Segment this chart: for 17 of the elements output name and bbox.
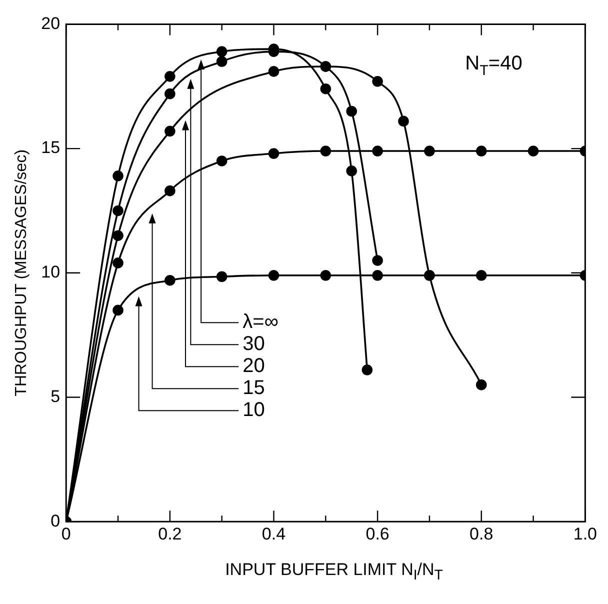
annotation: λ=∞ [242,311,279,334]
y-tick-label: 15 [41,138,60,158]
annotation: 30 [242,333,265,356]
y-tick-label: 5 [50,386,60,406]
y-tick-label: 10 [41,262,60,282]
x-tick-label: 0.2 [158,524,182,544]
y-tick-label: 20 [41,14,60,33]
x-tick-label: 0.6 [366,524,390,544]
x-tick-label: 1.0 [573,524,598,544]
y-tick-label: 0 [50,511,60,530]
annotation: 20 [242,355,265,378]
y-axis-title: THROUGHPUT (MESSAGES/sec) [13,149,30,396]
annotation: 15 [242,377,265,400]
x-tick-label: 0.8 [470,524,494,544]
x-axis-title: INPUT BUFFER LIMIT N$_{I}$/N$_{T}$ [224,560,444,584]
annotation: 10 [242,399,265,422]
x-tick-label: 0.4 [262,524,286,544]
